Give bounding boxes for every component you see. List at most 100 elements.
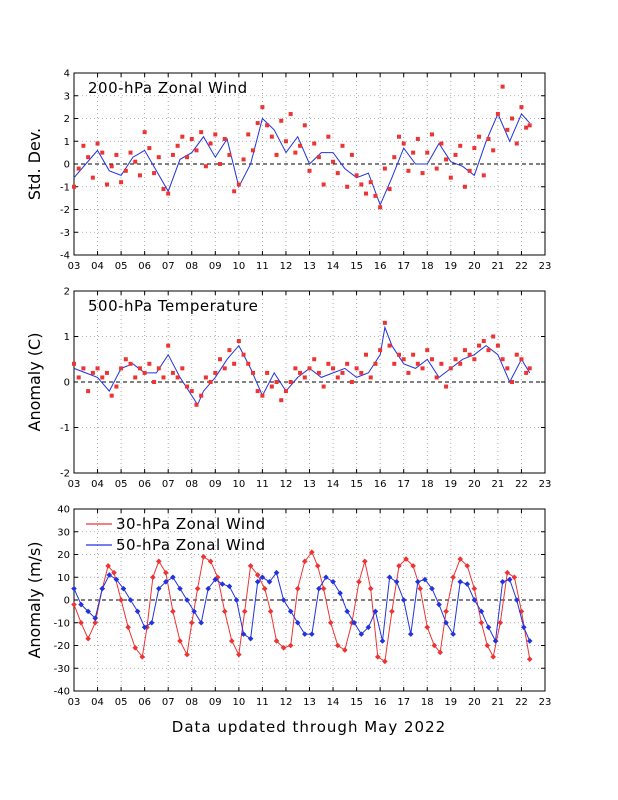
observed-point (519, 105, 524, 110)
series-50hpa-point (92, 615, 98, 621)
observed-point (326, 134, 331, 139)
observed-point (378, 205, 383, 210)
series-50hpa-point (521, 624, 527, 631)
x-tick-label: 11 (256, 479, 269, 490)
observed-point (340, 143, 345, 148)
panel-title: 200-hPa Zonal Wind (88, 79, 248, 97)
series-50hpa-point (323, 574, 329, 581)
observed-point (448, 175, 453, 180)
observed-point (81, 366, 86, 371)
x-tick-label: 05 (115, 479, 128, 490)
observed-point (434, 166, 439, 171)
series-30hpa-point (228, 638, 235, 644)
observed-point (387, 343, 392, 348)
observed-point (246, 361, 251, 366)
series-30hpa-point (504, 569, 511, 576)
series-30hpa-point (280, 644, 287, 651)
x-tick-label: 18 (421, 479, 434, 490)
observed-point (260, 105, 265, 110)
observed-point (434, 375, 439, 380)
x-tick-label: 08 (185, 479, 198, 490)
observed-point (76, 166, 81, 171)
observed-point (90, 175, 95, 180)
observed-point (166, 191, 171, 196)
y-tick-label: 0 (64, 160, 70, 171)
observed-point (166, 343, 171, 348)
x-tick-label: 10 (232, 261, 245, 272)
observed-point (481, 173, 486, 178)
y-tick-label: -40 (54, 687, 70, 698)
observed-point (86, 155, 91, 160)
observed-point (114, 152, 119, 157)
observed-point (123, 357, 128, 362)
x-tick-label: 06 (138, 479, 151, 490)
y-tick-label: -20 (54, 641, 70, 652)
legend-label: 50-hPa Zonal Wind (116, 536, 266, 554)
observed-point (133, 159, 138, 164)
series-30hpa-point (287, 642, 294, 649)
series-30hpa-point (424, 624, 431, 631)
observed-point (406, 370, 411, 375)
series-30hpa-point (221, 608, 228, 615)
y-tick-label: 20 (57, 550, 70, 561)
observed-point (128, 361, 133, 366)
observed-point (335, 171, 340, 176)
series-50hpa-point (478, 608, 485, 615)
series-50hpa-point (471, 597, 478, 603)
y-tick-label: 0 (64, 378, 70, 389)
observed-point (495, 343, 500, 348)
observed-point (472, 146, 477, 151)
y-tick-label: 1 (64, 332, 70, 343)
y-tick-label: -3 (60, 228, 70, 239)
observed-point (218, 162, 223, 166)
observed-point (156, 155, 161, 160)
x-tick-label: 15 (350, 261, 363, 272)
series-30hpa-point (403, 556, 409, 562)
series-30hpa-point (478, 619, 485, 626)
observed-point (142, 130, 147, 135)
x-tick-label: 16 (374, 697, 387, 708)
observed-point (137, 173, 142, 178)
observed-point (368, 375, 373, 380)
observed-point (411, 352, 416, 357)
y-tick-label: -1 (60, 423, 70, 434)
series-50hpa-point (148, 619, 155, 626)
y-tick-label: -2 (60, 205, 70, 216)
y-tick-label: 3 (64, 91, 70, 102)
observed-point (119, 366, 124, 371)
observed-point (274, 152, 279, 157)
x-tick-label: 18 (421, 697, 434, 708)
observed-point (331, 366, 336, 371)
observed-point (491, 148, 496, 153)
observed-point (218, 357, 223, 362)
x-tick-label: 09 (209, 479, 222, 490)
series-50hpa-point (71, 585, 77, 592)
panel-200hpa-zonal-wind: 03 04 05 06 07 08 09 10 11 12 13 14 15 16 17 18 19 20 21 22… (25, 69, 551, 273)
legend-label: 30-hPa Zonal Wind (116, 515, 266, 533)
y-tick-label: -4 (60, 251, 70, 262)
observed-point (269, 134, 274, 139)
series-30hpa-point (236, 651, 242, 658)
observed-point (180, 134, 185, 139)
x-tick-label: 16 (374, 479, 387, 490)
series-50hpa-point (393, 579, 400, 585)
observed-point (298, 143, 303, 148)
x-tick-label: 22 (515, 479, 528, 490)
observed-point (255, 389, 260, 394)
observed-point (288, 380, 293, 384)
series-50hpa-point (337, 590, 343, 596)
observed-point (382, 320, 387, 325)
series-50hpa-point (198, 619, 204, 626)
x-tick-label: 15 (350, 479, 363, 490)
series-30hpa-point (342, 647, 348, 653)
observed-point (279, 398, 284, 403)
x-tick-label: 20 (468, 261, 481, 272)
series-50hpa-point (422, 576, 428, 583)
observed-point (425, 150, 430, 155)
observed-point (161, 187, 166, 192)
observed-point (326, 361, 331, 366)
x-tick-label: 11 (256, 261, 269, 272)
observed-point (368, 180, 373, 185)
x-tick-label: 06 (138, 697, 151, 708)
observed-point (170, 152, 175, 157)
